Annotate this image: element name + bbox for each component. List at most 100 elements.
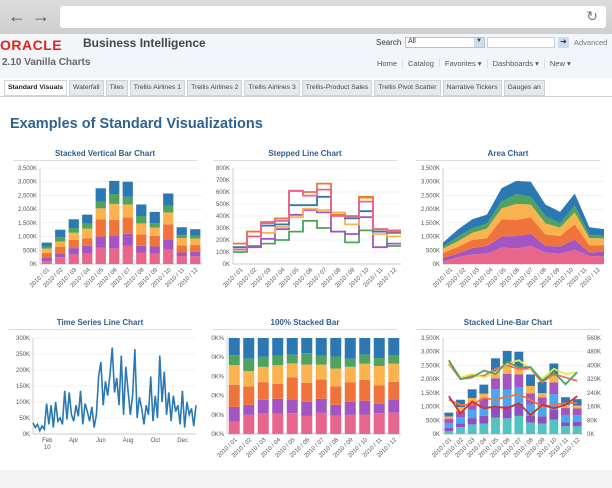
tab-standard-visuals[interactable]: Standard Visuals: [4, 80, 68, 96]
overlay-line: [448, 393, 578, 408]
bar-segment: [315, 379, 327, 399]
bar-segment: [330, 404, 342, 416]
bar-segment: [549, 382, 559, 395]
tab-waterfall[interactable]: Waterfall: [69, 80, 104, 96]
overlay-line: [448, 359, 578, 381]
bar-segment: [228, 365, 240, 385]
bar-segment: [243, 404, 255, 415]
bar-segment: [82, 245, 93, 254]
bar-segment: [109, 236, 120, 249]
divider: [13, 160, 197, 161]
tab-trellis-airlines-1[interactable]: Trellis Airlines 1: [129, 80, 186, 96]
percent-stacked-bar-chart: 100% Stacked Bar 0K% 0K% 0K% 0K% 0K% 0K% 2010 …: [205, 318, 405, 488]
forward-arrow-icon[interactable]: →: [32, 6, 50, 26]
bar-segment: [82, 253, 93, 264]
bar-segment: [286, 363, 298, 378]
bar-segment: [373, 365, 385, 386]
bar-segment: [301, 353, 313, 365]
nav-dashboards[interactable]: Dashboards ▾: [486, 59, 544, 68]
reload-icon[interactable]: ↻: [586, 8, 598, 24]
page-title: Examples of Standard Visualizations: [10, 116, 263, 132]
bar-segment: [122, 204, 133, 218]
y-tick-label: 0K: [30, 262, 37, 268]
bar-segment: [190, 238, 201, 246]
y-tick-label: 1,500K: [421, 391, 440, 397]
tab-trellis-product-sales[interactable]: Trellis-Product Sales: [301, 80, 373, 96]
search-scope-select[interactable]: All ▼: [405, 37, 485, 48]
search-input[interactable]: [487, 37, 555, 48]
bar-segment: [176, 252, 187, 257]
y2-tick-label: 400K: [587, 363, 601, 369]
bar-segment: [228, 338, 240, 356]
bar-segment: [82, 228, 93, 239]
y-tick-label: 3,500K: [18, 166, 37, 172]
bar-segment: [514, 366, 524, 375]
bar-segment: [444, 416, 454, 419]
bar-segment: [502, 350, 512, 365]
divider: [416, 329, 600, 330]
bar-segment: [344, 358, 356, 367]
bar-segment: [561, 415, 570, 423]
bar-segment: [163, 224, 174, 240]
bar-segment: [149, 227, 160, 237]
x-tick-label: Apr: [69, 438, 78, 444]
bar-segment: [456, 407, 465, 412]
bar-segment: [388, 355, 400, 364]
nav-favorites[interactable]: Favorites ▾: [438, 59, 487, 68]
chevron-down-icon[interactable]: ▼: [474, 38, 484, 47]
bar-segment: [344, 414, 356, 434]
bar-segment: [572, 426, 582, 434]
tab-tiles[interactable]: Tiles: [105, 80, 128, 96]
bar-segment: [479, 398, 489, 409]
advanced-search-link[interactable]: Advanced: [574, 38, 608, 47]
bar-segment: [315, 355, 327, 365]
tab-trellis-airlines-2[interactable]: Trellis Airlines 2: [187, 80, 243, 96]
bar-segment: [444, 418, 454, 424]
nav-new[interactable]: New ▾: [543, 59, 576, 68]
bar-segment: [479, 408, 489, 416]
y-tick-label: 1,500K: [18, 221, 37, 227]
nav-catalog[interactable]: Catalog: [402, 59, 439, 68]
divider: [8, 329, 192, 330]
bar-segment: [301, 338, 313, 354]
bar-segment: [95, 247, 106, 264]
tab-narrative-tickers[interactable]: Narrative Tickers: [442, 80, 502, 96]
bar-segment: [526, 374, 535, 386]
bar-segment: [190, 251, 201, 257]
bar-segment: [526, 386, 535, 394]
y-tick-label: 0K%: [211, 336, 224, 342]
bar-segment: [228, 406, 240, 422]
y-tick-label: 3,000K: [421, 350, 440, 356]
y-tick-label: 0K%: [211, 413, 224, 419]
y2-tick-label: 80K: [587, 418, 598, 424]
nav-home[interactable]: Home: [377, 59, 398, 68]
address-bar[interactable]: ↻: [60, 6, 606, 28]
stacked-line-bar-chart: Stacked Line-Bar Chart 0K 500K 1,000K 1,500…: [408, 318, 608, 488]
tab-trellis-airlines-3[interactable]: Trellis Airlines 3: [244, 80, 300, 96]
bar-segment: [549, 394, 559, 410]
bar-segment: [95, 219, 106, 237]
bar-segment: [359, 354, 371, 364]
bar-segment: [243, 414, 255, 434]
bar-segment: [136, 234, 147, 246]
bar-segment: [272, 338, 284, 356]
bar-segment: [257, 399, 269, 414]
search-go-icon[interactable]: ➜: [558, 37, 569, 48]
back-arrow-icon[interactable]: ←: [8, 6, 26, 26]
bar-segment: [479, 384, 489, 394]
bar-segment: [344, 366, 356, 383]
tab-trellis-pivot-scatter[interactable]: Trellis Pivot Scatter: [374, 80, 441, 96]
tab-gauges-an[interactable]: Gauges an: [503, 80, 545, 96]
bar-segment: [502, 373, 512, 390]
x-tick-label: Aug: [123, 438, 134, 444]
bar-segment: [95, 236, 106, 248]
y-tick-label: 1,000K: [421, 235, 440, 241]
bar-segment: [491, 358, 500, 372]
bar-segment: [55, 237, 66, 242]
y-tick-label: 50K: [19, 416, 30, 422]
bar-segment: [388, 381, 400, 400]
bar-segment: [41, 253, 52, 258]
bar-segment: [41, 257, 52, 262]
bar-segment: [373, 403, 385, 414]
bar-segment: [502, 389, 512, 407]
